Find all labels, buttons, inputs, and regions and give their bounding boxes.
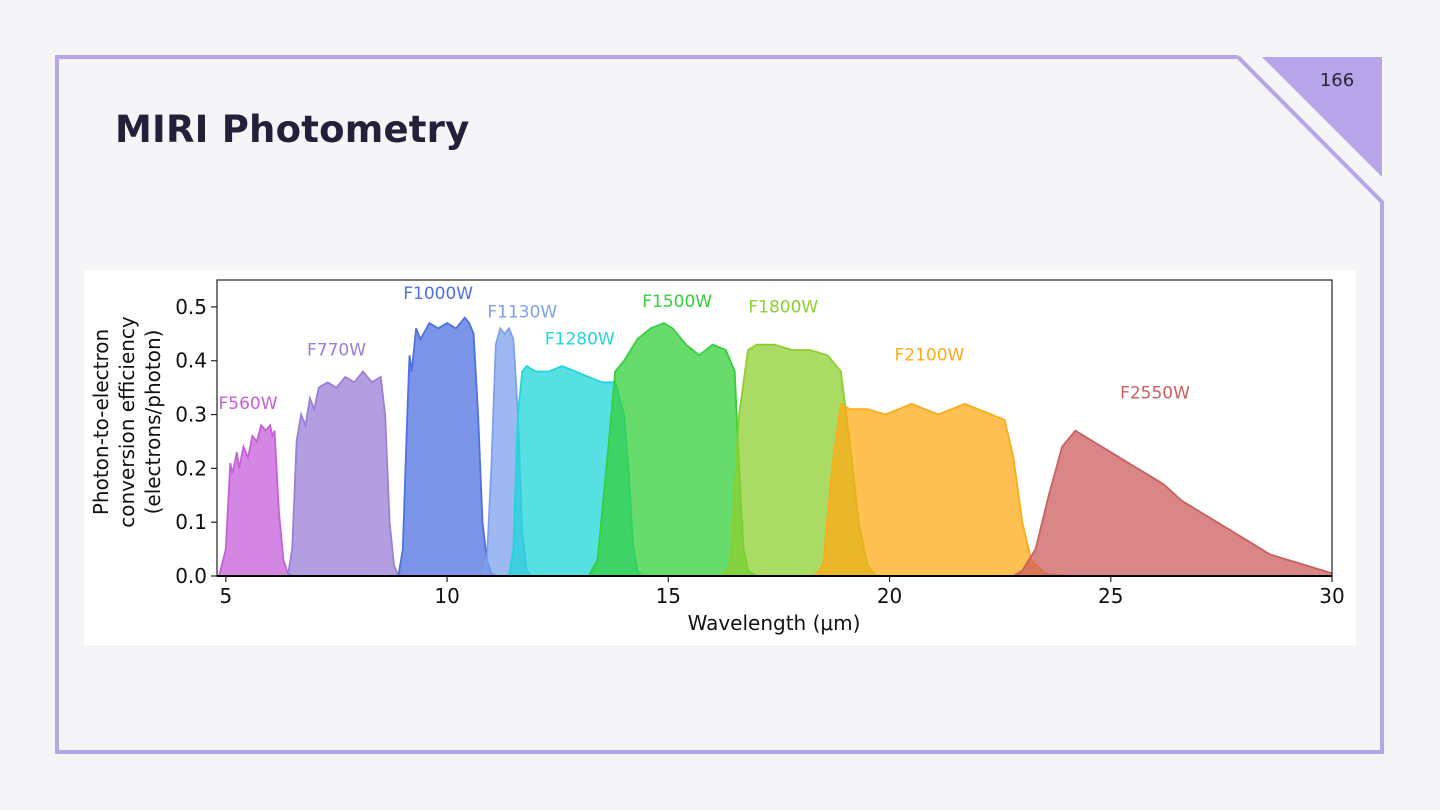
series-layer xyxy=(218,316,1332,576)
y-tick-label: 0.3 xyxy=(175,403,207,427)
series-area-f770w xyxy=(287,371,399,576)
y-tick-label: 0.2 xyxy=(175,456,207,480)
x-tick-label: 25 xyxy=(1098,584,1123,608)
x-tick-label: 5 xyxy=(219,584,232,608)
page-number: 166 xyxy=(1319,70,1355,91)
frame-border xyxy=(55,55,1384,754)
series-line-f770w xyxy=(286,370,400,576)
y-axis-label: Photon-to-electron conversion efficiency(… xyxy=(89,316,165,528)
series-label-f1130w: F1130W xyxy=(487,303,557,323)
x-tick-label: 15 xyxy=(656,584,681,608)
series-label-f1800w: F1800W xyxy=(748,297,818,317)
y-tick-label: 0.0 xyxy=(175,564,207,588)
y-tick-label: 0.1 xyxy=(175,510,207,534)
x-tick-label: 20 xyxy=(877,584,902,608)
series-label-f2550w: F2550W xyxy=(1120,383,1190,403)
series-area-f2550w xyxy=(1013,430,1332,576)
series-label-f770w: F770W xyxy=(307,340,366,360)
x-tick-label: 30 xyxy=(1319,584,1344,608)
series-area-f560w xyxy=(219,425,293,576)
y-axis-ticks: 0.0 0.1 0.2 0.3 0.4 0.5 xyxy=(175,295,217,588)
y-tick-label: 0.5 xyxy=(175,295,207,319)
y-axis-label-line: Photon-to-electron xyxy=(89,329,113,515)
x-axis-ticks: 5 10 15 20 25 30 xyxy=(219,576,1345,608)
filter-throughput-chart: F560W F770W F1000W F1130W F1280W F1500W F1800W… xyxy=(89,279,1345,635)
corner-triangle xyxy=(1262,57,1382,177)
series-label-f1000w: F1000W xyxy=(403,284,473,304)
series-label-f1280w: F1280W xyxy=(545,330,615,350)
series-label-f1500w: F1500W xyxy=(642,292,712,312)
x-axis-label: Wavelength (μm) xyxy=(688,611,861,635)
x-tick-label: 10 xyxy=(434,584,459,608)
band-label-layer: F560W F770W F1000W F1130W F1280W F1500W F1800W… xyxy=(217,284,1332,577)
series-line-f560w xyxy=(218,423,293,576)
y-axis-label-line: conversion efficiency xyxy=(115,316,139,528)
series-area-f1500w xyxy=(588,323,757,576)
y-tick-label: 0.4 xyxy=(175,349,207,373)
y-axis-label-line: (electrons/photon) xyxy=(141,330,165,515)
series-line-f2100w xyxy=(813,402,1067,576)
chart-panel: F560W F770W F1000W F1130W F1280W F1500W F1800W… xyxy=(84,270,1356,645)
series-line-f1000w xyxy=(397,316,497,576)
slide-title: MIRI Photometry xyxy=(115,108,470,151)
series-line-f2550w xyxy=(1012,429,1332,576)
series-area-f2100w xyxy=(814,403,1067,576)
series-label-f2100w: F2100W xyxy=(894,346,964,366)
series-area-f1000w xyxy=(398,317,496,576)
series-label-f560w: F560W xyxy=(218,394,277,414)
